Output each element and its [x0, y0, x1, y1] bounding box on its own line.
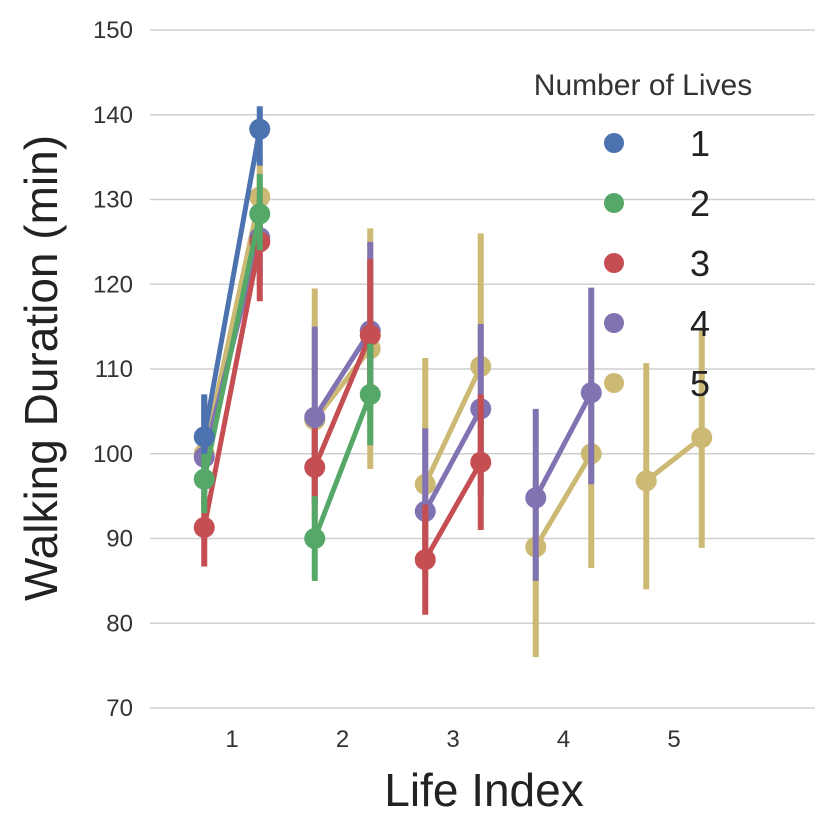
legend-marker-4 — [604, 313, 624, 333]
y-tick-labels: 70 80 90 100 110 120 130 140 150 — [93, 17, 133, 722]
y-tick-150: 150 — [93, 17, 133, 44]
series-5 — [193, 157, 713, 658]
legend-label-5: 5 — [690, 363, 710, 404]
point-s4-p3 — [304, 406, 326, 428]
legend-label-1: 1 — [690, 123, 710, 164]
line-s3-group3 — [422, 459, 484, 563]
line-s2-group2 — [312, 391, 373, 541]
line-s4-group2 — [312, 328, 373, 420]
y-tick-110: 110 — [95, 356, 133, 383]
x-tick-labels: 1 2 3 4 5 — [225, 726, 680, 753]
point-s4-p8 — [580, 382, 602, 404]
point-s5-p10 — [691, 427, 713, 449]
x-axis-label: Life Index — [384, 764, 583, 816]
legend-marker-2 — [604, 193, 624, 213]
y-tick-80: 80 — [106, 610, 133, 637]
y-tick-70: 70 — [106, 695, 133, 722]
point-s3-p5 — [414, 549, 436, 571]
y-tick-130: 130 — [93, 187, 133, 214]
x-tick-4: 4 — [557, 726, 570, 753]
point-s4-p7 — [525, 487, 547, 509]
legend-marker-3 — [604, 253, 624, 273]
point-s3-p4 — [359, 324, 381, 346]
line-s4-group3 — [422, 406, 484, 514]
line-s5-group3 — [422, 363, 484, 487]
point-s2-p4 — [359, 383, 381, 405]
legend-marker-5 — [604, 373, 624, 393]
point-s1-p2 — [249, 118, 271, 140]
point-s3-p6 — [470, 451, 492, 473]
legend-label-4: 4 — [690, 303, 710, 344]
point-s3-p1 — [193, 516, 215, 538]
y-tick-120: 120 — [93, 271, 133, 298]
y-tick-140: 140 — [93, 102, 133, 129]
plot-marks — [193, 106, 713, 658]
x-tick-3: 3 — [446, 726, 459, 753]
series-3 — [193, 199, 492, 615]
legend-marker-1 — [604, 133, 624, 153]
legend-title: Number of Lives — [534, 69, 752, 102]
y-tick-90: 90 — [106, 526, 133, 553]
point-s3-p3 — [304, 456, 326, 478]
x-tick-5: 5 — [667, 726, 680, 753]
line-s5-group5 — [643, 435, 705, 484]
line-s5-group4 — [533, 451, 594, 550]
legend-label-2: 2 — [690, 183, 710, 224]
x-tick-2: 2 — [336, 726, 349, 753]
y-axis-label: Walking Duration (min) — [15, 135, 67, 601]
line-s4-group4 — [533, 390, 594, 501]
y-tick-100: 100 — [93, 441, 133, 468]
point-s2-p3 — [304, 528, 326, 549]
legend-label-3: 3 — [690, 243, 710, 284]
point-s2-p2 — [249, 203, 271, 225]
legend: Number of Lives 1 2 3 4 5 — [534, 69, 752, 404]
point-s5-p9 — [635, 470, 657, 492]
point-s2-p1 — [193, 468, 215, 490]
point-s1-p1 — [193, 426, 215, 448]
line-s3-group2 — [312, 332, 373, 470]
line-s1-group1 — [201, 126, 263, 440]
x-tick-1: 1 — [225, 726, 238, 753]
series-1 — [193, 106, 271, 454]
